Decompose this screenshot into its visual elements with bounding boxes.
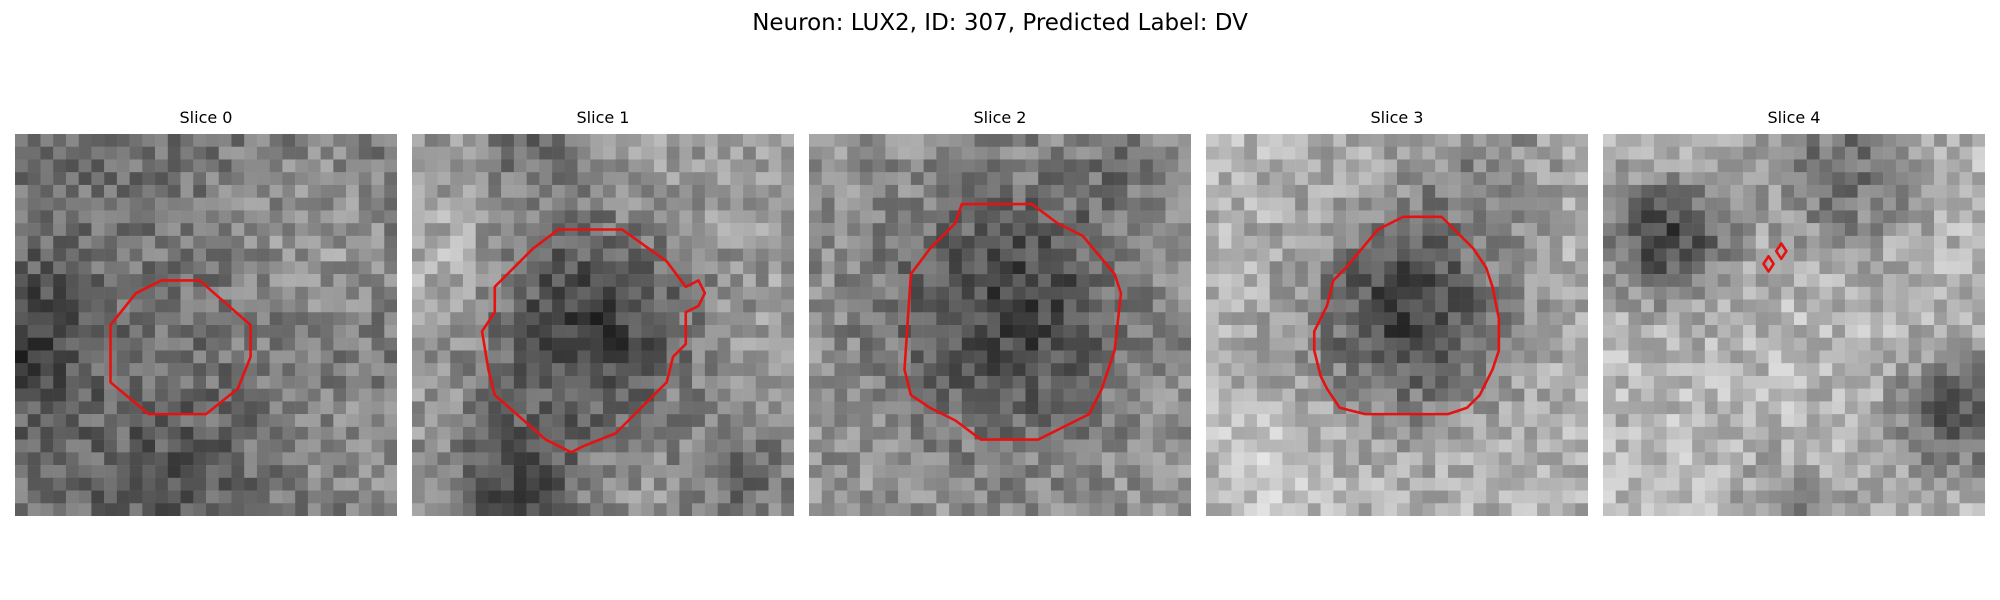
roi-contour [111, 280, 251, 414]
pixel-grid [1603, 134, 1985, 516]
slice-panel-0: Slice 0 [15, 108, 397, 520]
slice-title: Slice 2 [973, 108, 1027, 127]
slice-panel-2: Slice 2 [809, 108, 1191, 520]
pixel-grid [15, 134, 397, 516]
slice-image-2 [809, 134, 1191, 516]
roi-contour [905, 204, 1121, 440]
slice-image-4 [1603, 134, 1985, 516]
slice-image-3 [1206, 134, 1588, 516]
roi-contour [1776, 244, 1786, 259]
slice-title: Slice 0 [179, 108, 233, 127]
roi-contour [1314, 217, 1499, 414]
slice-panel-4: Slice 4 [1603, 108, 1985, 520]
slice-image-0 [15, 134, 397, 516]
roi-contour [482, 230, 705, 453]
pixel-grid [1206, 134, 1588, 516]
pixel-grid [412, 134, 794, 516]
slice-image-1 [412, 134, 794, 516]
pixel-grid [809, 134, 1191, 516]
slice-panel-3: Slice 3 [1206, 108, 1588, 520]
figure-title: Neuron: LUX2, ID: 307, Predicted Label: … [752, 10, 1248, 36]
slice-title: Slice 3 [1370, 108, 1424, 127]
slice-title: Slice 4 [1767, 108, 1821, 127]
slice-panel-1: Slice 1 [412, 108, 794, 520]
roi-contour [1763, 256, 1773, 271]
slice-title: Slice 1 [576, 108, 630, 127]
